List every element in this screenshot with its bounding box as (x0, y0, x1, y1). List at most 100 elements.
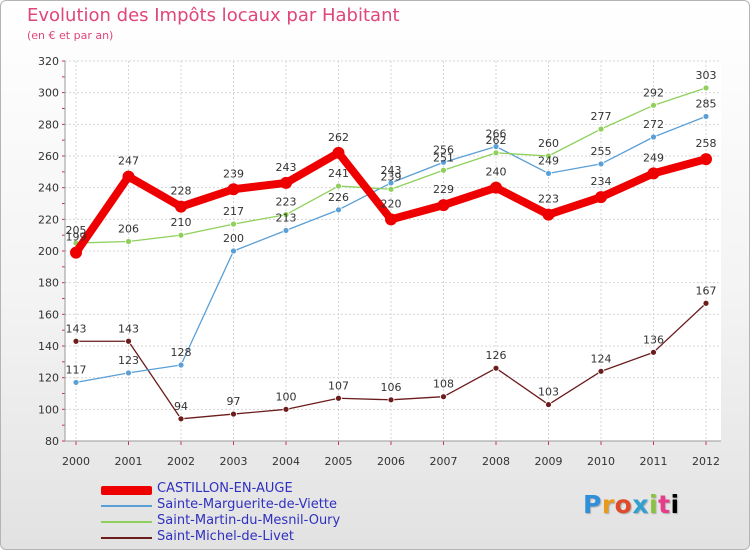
data-point (545, 152, 552, 160)
x-tick-label: 2012 (692, 455, 720, 468)
data-label: 249 (643, 151, 664, 164)
legend-swatch (101, 521, 152, 523)
data-label: 255 (591, 145, 612, 158)
data-label: 247 (118, 155, 139, 168)
data-point (230, 220, 237, 228)
legend-swatch (101, 505, 152, 507)
data-point (230, 247, 237, 255)
logo-letter: i (649, 490, 659, 519)
data-point (72, 337, 80, 345)
data-label: 234 (591, 175, 612, 188)
data-label: 260 (538, 137, 559, 150)
data-label: 103 (538, 386, 559, 399)
data-point (492, 149, 500, 157)
data-point (70, 246, 82, 259)
x-tick-label: 2000 (62, 455, 90, 468)
data-point (282, 211, 290, 218)
data-point (440, 166, 447, 174)
data-label: 199 (66, 231, 87, 244)
data-label: 239 (381, 170, 402, 183)
y-tick-label: 280 (38, 118, 59, 131)
data-point (650, 101, 657, 109)
data-label: 136 (643, 333, 664, 346)
y-tick-label: 220 (38, 213, 59, 226)
data-label: 262 (486, 134, 507, 147)
y-tick-label: 140 (38, 340, 59, 353)
legend-swatch (101, 486, 152, 495)
data-point (702, 113, 710, 120)
x-tick-label: 2006 (377, 455, 405, 468)
legend-label: Saint-Martin-du-Mesnil-Oury (157, 513, 341, 528)
data-point (440, 393, 447, 401)
x-tick-label: 2003 (220, 455, 248, 468)
y-tick-label: 260 (38, 150, 59, 163)
data-point (647, 167, 660, 180)
chart-subtitle: (en € et par an) (27, 29, 114, 42)
data-point (542, 208, 555, 221)
data-label: 126 (486, 349, 507, 362)
data-point (545, 170, 552, 177)
data-label: 292 (643, 86, 664, 99)
x-tick-label: 2005 (325, 455, 353, 468)
data-label: 229 (433, 183, 454, 196)
data-point (177, 231, 185, 239)
data-label: 205 (66, 224, 87, 237)
data-label: 285 (696, 97, 717, 110)
x-tick-label: 2002 (167, 455, 195, 468)
data-point (702, 84, 710, 92)
data-label: 241 (328, 167, 349, 180)
data-point (282, 227, 290, 234)
data-label: 167 (696, 284, 717, 297)
logo-letter: i (670, 490, 680, 519)
data-label: 117 (66, 363, 87, 376)
logo-letter: x (632, 490, 649, 519)
data-point (700, 153, 712, 166)
data-label: 124 (591, 352, 612, 365)
chart-title: Evolution des Impôts locaux par Habitant (27, 5, 400, 26)
legend-label: CASTILLON-EN-AUGE (157, 481, 293, 496)
data-point (335, 206, 342, 214)
data-point (702, 299, 710, 307)
data-label: 243 (381, 164, 402, 177)
y-tick-label: 120 (38, 372, 59, 385)
x-tick-label: 2011 (640, 455, 668, 468)
y-tick-label: 300 (38, 87, 59, 100)
data-label: 249 (538, 154, 559, 167)
data-point (177, 415, 185, 423)
data-label: 272 (643, 118, 664, 131)
data-point (387, 185, 395, 193)
data-label: 226 (328, 191, 349, 204)
data-point (597, 367, 605, 375)
data-point (597, 160, 605, 168)
data-label: 143 (118, 322, 139, 335)
data-label: 100 (276, 390, 297, 403)
data-label: 223 (276, 196, 297, 209)
data-label: 251 (433, 151, 454, 164)
data-label: 123 (118, 354, 139, 367)
data-point (650, 348, 657, 356)
data-label: 266 (486, 128, 507, 141)
data-point (545, 401, 552, 408)
y-tick-label: 160 (38, 308, 59, 321)
data-label: 206 (118, 223, 139, 236)
proxiti-logo: Proxiti (583, 490, 680, 519)
x-tick-label: 2001 (115, 455, 143, 468)
data-point (280, 176, 292, 189)
y-tick-label: 320 (38, 55, 59, 68)
data-label: 128 (171, 346, 192, 359)
data-label: 97 (227, 395, 241, 408)
data-point (335, 182, 342, 190)
data-point (332, 146, 345, 159)
x-tick-label: 2008 (482, 455, 510, 468)
y-tick-label: 80 (45, 435, 59, 448)
data-point (597, 125, 605, 133)
data-point (122, 170, 135, 183)
y-tick-label: 180 (38, 277, 59, 290)
data-point (335, 394, 342, 402)
data-point (387, 396, 395, 404)
data-label: 107 (328, 379, 349, 392)
legend-swatch (101, 537, 152, 539)
data-point (125, 369, 132, 377)
